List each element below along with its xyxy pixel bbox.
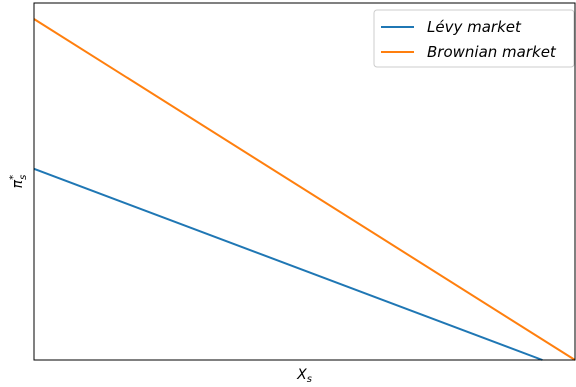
legend: Lévy market Brownian market bbox=[373, 9, 575, 68]
legend-label-brownian: Brownian market bbox=[427, 43, 557, 61]
legend-box bbox=[373, 9, 575, 68]
series-line-0 bbox=[33, 167, 543, 361]
legend-label-levy: Lévy market bbox=[427, 18, 522, 36]
series-line-1 bbox=[33, 18, 576, 361]
series-layer bbox=[33, 18, 576, 361]
plot-frame bbox=[33, 2, 576, 361]
y-axis-label: π*s bbox=[8, 175, 29, 189]
x-axis-label: Xs bbox=[296, 367, 312, 385]
